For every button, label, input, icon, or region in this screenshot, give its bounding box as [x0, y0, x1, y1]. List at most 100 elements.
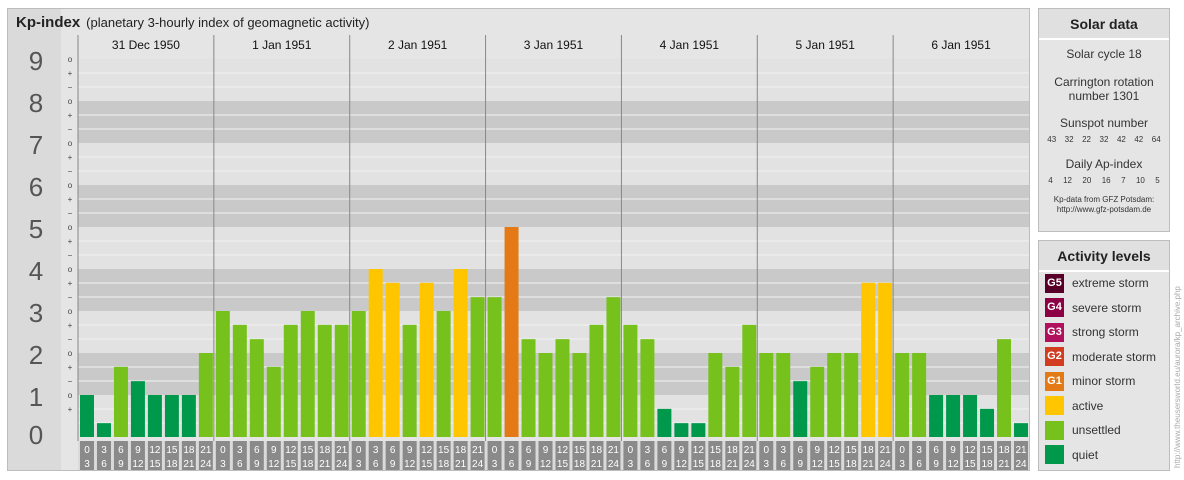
- kp-bar: [385, 282, 400, 437]
- credit-line2: http://www.gfz-potsdam.de: [1056, 205, 1152, 214]
- hour-start-label: 6: [118, 445, 124, 456]
- kp-bar: [181, 395, 196, 437]
- hour-cell: [878, 441, 893, 470]
- kp-bar: [402, 324, 417, 437]
- sunspot-title: Sunspot number: [1059, 116, 1149, 130]
- hour-cell: [96, 441, 111, 470]
- hour-cell: [776, 441, 791, 470]
- hour-start-label: 9: [814, 445, 820, 456]
- kp-bar: [606, 297, 621, 437]
- day-label: 4 Jan 1951: [660, 38, 720, 52]
- hour-end-label: 18: [981, 459, 993, 470]
- hour-end-label: 12: [540, 459, 552, 470]
- kp-bar: [283, 324, 298, 437]
- hour-cell: [283, 441, 298, 470]
- activity-level-swatch: [1045, 445, 1064, 464]
- kp-bar: [249, 339, 264, 437]
- hour-end-label: 15: [965, 459, 977, 470]
- sub-tick-label: +: [68, 195, 73, 204]
- hour-start-label: 9: [950, 445, 956, 456]
- activity-level-row: G2 moderate storm: [1045, 347, 1156, 367]
- hour-start-label: 15: [302, 445, 314, 456]
- kp-bar: [861, 282, 876, 437]
- kp-bar: [878, 282, 893, 437]
- sub-tick-label: −: [68, 335, 73, 344]
- day-label: 6 Jan 1951: [931, 38, 991, 52]
- chart-title: Kp-index (planetary 3-hourly index of geo…: [16, 14, 369, 31]
- day-label: 1 Jan 1951: [252, 38, 312, 52]
- activity-level-row: G3 strong storm: [1045, 322, 1139, 342]
- y-tick-label: 5: [29, 214, 43, 244]
- hour-start-label: 15: [438, 445, 450, 456]
- carrington-line2: number 1301: [1068, 89, 1140, 103]
- hour-cell: [861, 441, 876, 470]
- solar-cycle: Solar cycle 18: [1066, 47, 1142, 61]
- carrington-line1: Carrington rotation: [1054, 75, 1154, 89]
- hour-cell: [810, 441, 825, 470]
- hour-end-label: 6: [916, 459, 922, 470]
- sub-tick-label: +: [68, 405, 73, 414]
- activity-level-row: G4 severe storm: [1045, 298, 1141, 318]
- credit-line1: Kp-data from GFZ Potsdam:: [1053, 195, 1155, 204]
- sunspot-value: 32: [1064, 135, 1074, 144]
- kp-bar: [963, 395, 978, 437]
- hour-end-label: 6: [509, 459, 515, 470]
- kp-bar: [334, 324, 349, 437]
- hour-start-label: 6: [662, 445, 668, 456]
- hour-end-label: 24: [880, 459, 892, 470]
- sub-tick-label: −: [68, 251, 73, 260]
- hour-cell: [606, 441, 621, 470]
- sub-tick-label: +: [68, 237, 73, 246]
- hour-end-label: 3: [356, 459, 362, 470]
- kp-bar: [130, 381, 145, 437]
- hour-end-label: 24: [744, 459, 756, 470]
- kp-bar: [793, 381, 808, 437]
- hour-start-label: 21: [1015, 445, 1027, 456]
- hour-start-label: 12: [421, 445, 433, 456]
- hour-start-label: 18: [998, 445, 1010, 456]
- kp-bar: [895, 353, 910, 437]
- hour-end-label: 3: [84, 459, 90, 470]
- hour-cell: [742, 441, 757, 470]
- kp-bar: [317, 324, 332, 437]
- hour-cell: [147, 441, 162, 470]
- ap-value: 5: [1155, 176, 1160, 185]
- ap-value: 20: [1082, 176, 1092, 185]
- activity-level-label: quiet: [1072, 447, 1099, 462]
- hour-cell: [844, 441, 859, 470]
- ap-value: 7: [1121, 176, 1126, 185]
- hour-cell: [266, 441, 281, 470]
- hour-end-label: 21: [998, 459, 1010, 470]
- kp-bar: [1014, 423, 1028, 437]
- solar-data-title: Solar data: [1039, 9, 1169, 40]
- hour-start-label: 12: [693, 445, 705, 456]
- kp-bar: [266, 366, 281, 437]
- hour-end-label: 12: [268, 459, 280, 470]
- y-tick-label: 6: [29, 172, 43, 202]
- kp-bar: [759, 353, 774, 437]
- hour-end-label: 21: [591, 459, 603, 470]
- chart-title-text: Kp-index: [16, 14, 81, 31]
- y-tick-label: 1: [29, 382, 43, 412]
- activity-level-swatch: G1: [1045, 371, 1064, 391]
- sunspot-value: 42: [1116, 135, 1126, 144]
- hour-end-label: 21: [183, 459, 195, 470]
- hour-start-label: 6: [390, 445, 396, 456]
- hour-start-label: 3: [373, 445, 379, 456]
- hour-end-label: 9: [118, 459, 124, 470]
- hour-cell: [164, 441, 179, 470]
- y-tick-label: 2: [29, 340, 43, 370]
- hour-cell: [504, 441, 519, 470]
- kp-bar: [810, 366, 825, 437]
- sub-tick-label: o: [68, 97, 73, 106]
- hour-start-label: 18: [863, 445, 875, 456]
- hour-end-label: 12: [676, 459, 688, 470]
- hour-end-label: 12: [948, 459, 960, 470]
- kp-bar: [589, 324, 604, 437]
- hour-start-label: 21: [744, 445, 756, 456]
- kp-bar: [674, 423, 689, 437]
- kp-bar: [521, 339, 536, 437]
- hour-cell: [827, 441, 842, 470]
- hour-start-label: 21: [200, 445, 212, 456]
